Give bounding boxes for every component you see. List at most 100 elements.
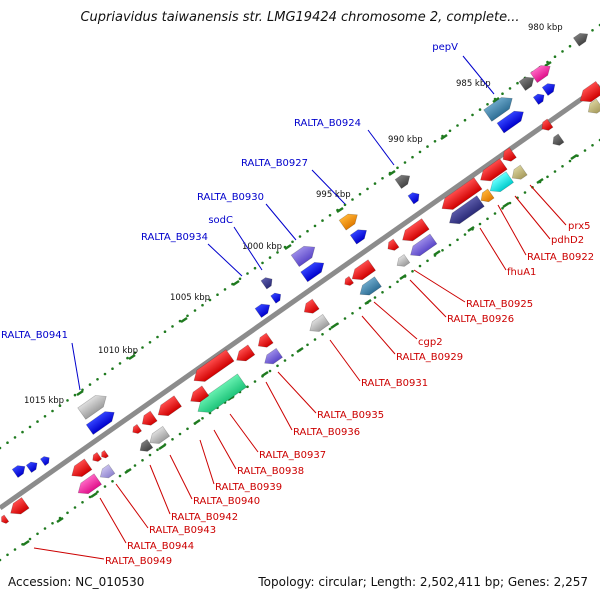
gene-feature [309,313,331,332]
gene-feature [359,276,382,296]
forward-gene-label: RALTA_B0927 [241,158,308,169]
forward-gene-label: RALTA_B0924 [294,118,361,129]
gene-feature [25,461,38,473]
gene-features [1,33,600,524]
gene-feature [257,332,274,348]
gene-feature [40,456,50,466]
forward-gene-label: RALTA_B0941 [1,330,68,341]
gene-feature [190,385,210,403]
reverse-gene-label: RALTA_B0936 [293,427,360,438]
reverse-gene-label: RALTA_B0940 [193,496,260,507]
gene-feature [141,410,158,426]
forward-gene-label: RALTA_B0934 [141,232,208,243]
gene-feature [396,254,411,267]
gene-feature [541,118,554,131]
gene-feature [402,218,430,242]
reverse-gene-label: RALTA_B0925 [466,299,533,310]
gene-feature [338,213,358,231]
gene-feature [387,238,400,251]
reverse-gene-label: RALTA_B0942 [171,512,238,523]
reverse-gene-label: cgp2 [418,337,443,348]
reverse-gene-label: RALTA_B0931 [361,378,428,389]
reverse-gene-label: RALTA_B0926 [447,314,514,325]
gene-feature [511,164,528,180]
reverse-gene-label: RALTA_B0922 [527,252,594,263]
reverse-gene-label: RALTA_B0938 [237,466,304,477]
outer-tick-track [0,23,600,450]
forward-gene-label: pepV [432,42,458,53]
reverse-gene-label: pdhD2 [551,235,584,246]
gene-feature [483,97,513,122]
gene-feature [449,195,485,225]
gene-feature [132,424,142,434]
reverse-gene-label: RALTA_B0935 [317,410,384,421]
gene-feature [99,464,116,479]
gene-feature [300,262,325,283]
gene-feature [579,80,600,103]
reverse-gene-label: RALTA_B0949 [105,556,172,567]
gene-feature [349,229,367,245]
gene-feature [303,298,320,314]
reverse-gene-label: prx5 [568,221,590,232]
gene-feature [480,188,495,203]
reverse-gene-label: RALTA_B0939 [215,482,282,493]
inner-tick-track [0,138,600,562]
gene-labels: pepV RALTA_B0924 RALTA_B0927 RALTA_B0930sod… [1,42,594,567]
gene-feature [10,497,30,515]
gene-feature [351,259,376,281]
gene-feature [77,473,102,495]
gene-feature [193,349,235,382]
scale-labels: 980 kbp 985 kbp 990 kbp 995 kbp 1000 kbp 1005… [24,23,563,406]
gene-feature [441,177,483,210]
kbp-label: 1005 kbp [170,293,210,303]
gene-feature [394,174,411,189]
gene-feature [1,514,10,524]
forward-gene-label: sodC [208,215,233,226]
reverse-gene-label: RALTA_B0937 [259,450,326,461]
gene-feature [264,347,283,365]
gene-feature [85,411,115,435]
gene-feature [236,344,256,362]
gene-feature [254,303,271,318]
gene-feature [260,277,273,290]
gene-feature [572,33,589,47]
gene-feature [532,93,545,105]
kbp-label: 1010 kbp [98,346,138,356]
gene-feature [502,147,517,162]
topology-text: Topology: circular; Length: 2,502,411 bp… [258,575,588,589]
gene-feature [407,192,420,205]
gene-feature [410,233,438,257]
kbp-label: 995 kbp [316,190,351,200]
gene-feature [587,98,600,114]
gene-feature [496,110,524,134]
reverse-gene-label: fhuA1 [507,267,536,278]
kbp-label: 985 kbp [456,79,491,89]
map-title: Cupriavidus taiwanensis str. LMG19424 ch… [80,10,520,25]
forward-gene-label: RALTA_B0930 [197,192,264,203]
gene-feature [157,395,182,417]
label-leaders [33,55,567,560]
gene-feature [344,276,354,286]
gene-feature [92,452,102,462]
kbp-label: 980 kbp [528,23,563,33]
gene-feature [290,245,316,268]
reverse-gene-label: RALTA_B0929 [396,352,463,363]
reverse-gene-label: RALTA_B0943 [149,525,216,536]
gene-feature [139,439,154,452]
gene-feature [541,83,556,96]
gene-feature [529,65,551,84]
reverse-gene-label: RALTA_B0944 [127,541,194,552]
chromosome-backbone [0,83,600,511]
gene-feature [518,76,535,91]
gene-feature [552,133,565,146]
kbp-label: 990 kbp [388,135,423,145]
gene-feature [77,395,107,420]
gene-feature [270,292,282,304]
gene-feature [149,425,171,444]
gene-feature [11,465,26,478]
gene-feature [71,458,93,477]
kbp-label: 1015 kbp [24,396,64,406]
accession-text: Accession: NC_010530 [8,575,145,589]
gene-feature [101,449,109,459]
